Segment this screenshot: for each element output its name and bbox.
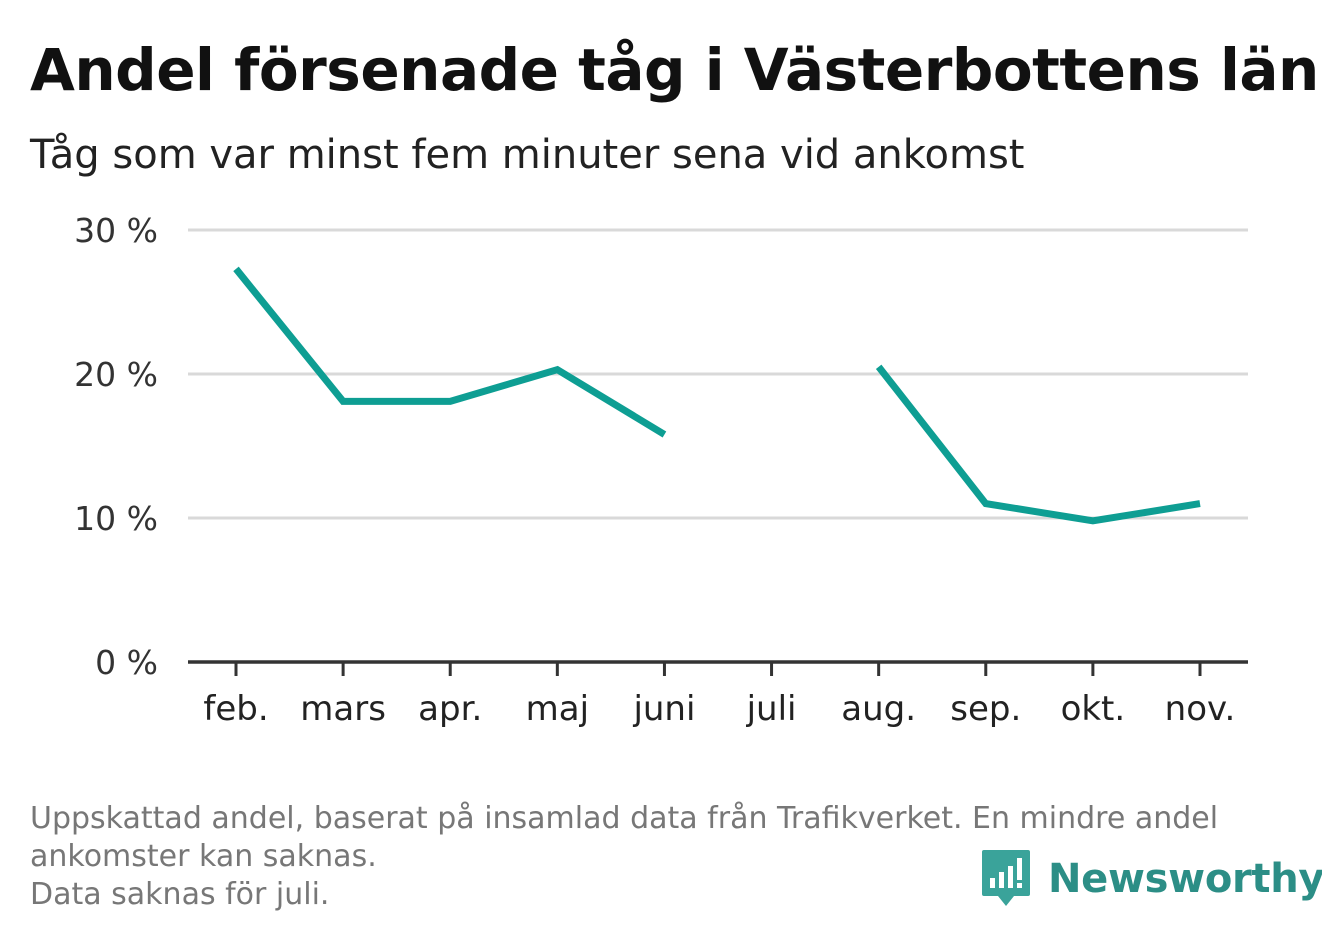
y-tick-label: 10 % [74, 499, 158, 538]
x-tick-label: maj [526, 689, 589, 729]
x-tick-label: mars [300, 689, 386, 729]
x-tick-label: sep. [950, 689, 1021, 729]
series-line-segment [875, 364, 1201, 525]
footnote-line-2: ankomster kan saknas. [30, 839, 377, 874]
chart-title: Andel försenade tåg i Västerbottens län [30, 36, 1319, 104]
footnote-line-1: Uppskattad andel, baserat på insamlad da… [30, 801, 1219, 836]
footnote: Uppskattad andel, baserat på insamlad da… [30, 800, 1280, 914]
chart-subtitle: Tåg som var minst fem minuter sena vid a… [30, 132, 1025, 178]
x-tick-label: juli [746, 689, 797, 729]
brand-name: Newsworthy [1048, 856, 1322, 902]
x-tick-label: okt. [1061, 689, 1126, 729]
footnote-line-3: Data saknas för juli. [30, 877, 330, 912]
x-tick-label: feb. [203, 689, 268, 729]
series-line-segment [233, 266, 667, 438]
line-chart: 0 % 10 % 20 % 30 % feb. mars apr. maj juni juli au… [74, 211, 1248, 729]
x-tick-label: nov. [1165, 689, 1236, 729]
x-tick-label: juni [632, 689, 695, 729]
newsworthy-logo-icon [982, 850, 1030, 906]
brand-logo: Newsworthy [980, 848, 1322, 910]
y-tick-label: 0 % [95, 643, 158, 682]
y-tick-label: 20 % [74, 355, 158, 394]
x-tick-label: apr. [418, 689, 482, 729]
x-tick-label: aug. [841, 689, 916, 729]
y-tick-label: 30 % [74, 211, 158, 250]
